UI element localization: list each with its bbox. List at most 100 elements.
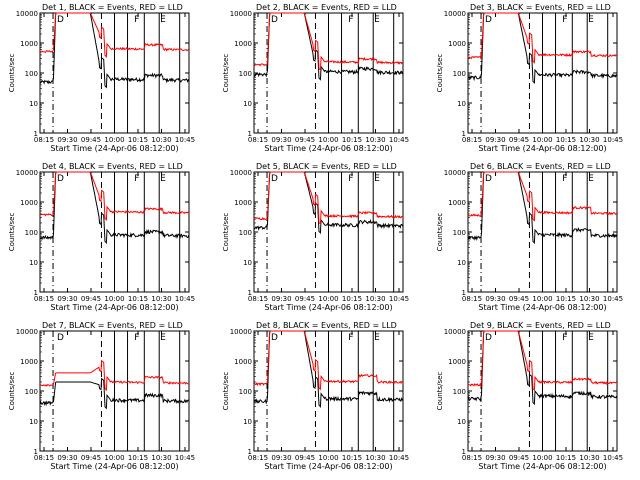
marker-label: F [562, 333, 567, 343]
x-tick-label: 10:00 [104, 136, 124, 144]
y-axis-label: Counts/sec [222, 54, 230, 93]
marker-label: D [271, 333, 278, 343]
x-tick-label: 10:00 [318, 454, 338, 462]
marker-label: F [348, 333, 353, 343]
marker-label: F [134, 174, 139, 184]
y-tick-label: 1000 [20, 358, 38, 366]
panel-det-6: Det 6, BLACK = Events, RED = LLD 1 10 100 10… [436, 162, 623, 312]
y-tick-label: 10 [243, 259, 252, 267]
panel-det-2: Det 2, BLACK = Events, RED = LLD 1 10 100 10… [222, 3, 409, 153]
x-tick-label: 10:45 [389, 295, 409, 303]
marker-label: D [57, 333, 64, 343]
y-axis-label: Counts/sec [8, 54, 16, 93]
x-tick-label: 10:15 [128, 136, 148, 144]
y-tick-label: 10 [243, 418, 252, 426]
x-tick-label: 10:00 [104, 295, 124, 303]
x-tick-label: 09:30 [271, 454, 291, 462]
x-axis-label: Start Time (24-Apr-06 08:12:00) [478, 462, 606, 471]
y-tick-label: 10000 [16, 10, 38, 18]
x-tick-label: 08:15 [462, 454, 482, 462]
x-tick-label: 10:30 [365, 295, 385, 303]
x-tick-label: 08:15 [34, 454, 54, 462]
x-tick-label: 09:30 [271, 136, 291, 144]
marker-label: E [160, 15, 166, 25]
marker-label: F [562, 15, 567, 25]
y-tick-label: 1 [34, 448, 38, 456]
y-tick-label: 1 [34, 289, 38, 297]
x-tick-label: 09:45 [295, 295, 315, 303]
marker-label: F [134, 333, 139, 343]
marker-label: D [485, 15, 492, 25]
panel-title: Det 6, BLACK = Events, RED = LLD [470, 162, 611, 171]
y-axis-label: Counts/sec [8, 372, 16, 411]
y-tick-label: 100 [239, 229, 252, 237]
panel-det-9: Det 9, BLACK = Events, RED = LLD 1 10 100 10… [436, 321, 623, 471]
x-tick-label: 10:45 [175, 136, 195, 144]
x-tick-label: 09:45 [81, 454, 101, 462]
marker-label: D [57, 174, 64, 184]
y-tick-label: 100 [25, 388, 38, 396]
marker-label: D [57, 15, 64, 25]
x-tick-label: 09:45 [509, 295, 529, 303]
panel-title: Det 8, BLACK = Events, RED = LLD [256, 321, 397, 330]
y-tick-label: 10000 [16, 328, 38, 336]
series-lld [253, 330, 404, 391]
panel-det-7: Det 7, BLACK = Events, RED = LLD 1 10 100 10… [8, 321, 195, 471]
panel-title: Det 9, BLACK = Events, RED = LLD [470, 321, 611, 330]
x-tick-label: 10:00 [532, 454, 552, 462]
x-tick-label: 09:30 [485, 136, 505, 144]
series-lld [467, 12, 618, 64]
series-lld [467, 171, 618, 222]
y-axis-label: Counts/sec [436, 213, 444, 252]
x-tick-label: 08:15 [248, 295, 268, 303]
panel-det-3: Det 3, BLACK = Events, RED = LLD 1 10 100 10… [436, 3, 623, 153]
x-tick-label: 08:15 [248, 454, 268, 462]
marker-label: E [588, 174, 594, 184]
marker-label: E [374, 333, 380, 343]
x-tick-label: 10:45 [603, 295, 623, 303]
x-tick-label: 08:15 [34, 136, 54, 144]
series-lld [40, 359, 190, 392]
y-tick-label: 100 [453, 229, 466, 237]
y-tick-label: 10 [29, 418, 38, 426]
marker-label: E [160, 174, 166, 184]
y-tick-label: 1 [248, 448, 252, 456]
y-tick-label: 100 [25, 70, 38, 78]
x-tick-label: 09:45 [295, 136, 315, 144]
x-tick-label: 10:15 [342, 454, 362, 462]
x-axis-label: Start Time (24-Apr-06 08:12:00) [264, 303, 392, 312]
marker-label: D [485, 333, 492, 343]
panel-title: Det 7, BLACK = Events, RED = LLD [42, 321, 183, 330]
y-tick-label: 10000 [444, 328, 466, 336]
marker-label: D [485, 174, 492, 184]
x-tick-label: 08:15 [248, 136, 268, 144]
y-tick-label: 1000 [448, 358, 466, 366]
y-tick-label: 1 [248, 130, 252, 138]
y-tick-label: 10 [29, 259, 38, 267]
x-tick-label: 10:00 [532, 295, 552, 303]
y-axis-label: Counts/sec [436, 54, 444, 93]
panel-title: Det 4, BLACK = Events, RED = LLD [42, 162, 183, 171]
y-tick-label: 100 [453, 70, 466, 78]
x-tick-label: 10:15 [128, 454, 148, 462]
x-tick-label: 10:45 [175, 295, 195, 303]
y-tick-label: 1 [34, 130, 38, 138]
y-tick-label: 100 [239, 388, 252, 396]
y-tick-label: 10000 [230, 169, 252, 177]
y-axis-label: Counts/sec [8, 213, 16, 252]
y-tick-label: 1 [462, 289, 466, 297]
y-tick-label: 100 [239, 70, 252, 78]
x-tick-label: 10:00 [318, 295, 338, 303]
x-tick-label: 10:00 [104, 454, 124, 462]
x-tick-label: 10:45 [389, 136, 409, 144]
series-events [39, 377, 190, 410]
x-tick-label: 09:30 [485, 454, 505, 462]
y-tick-label: 1000 [20, 199, 38, 207]
x-tick-label: 10:30 [151, 295, 171, 303]
x-tick-label: 09:45 [295, 454, 315, 462]
y-tick-label: 10000 [230, 328, 252, 336]
panel-title: Det 5, BLACK = Events, RED = LLD [256, 162, 397, 171]
x-tick-label: 09:30 [57, 454, 77, 462]
x-tick-label: 10:15 [128, 295, 148, 303]
panel-det-1: Det 1, BLACK = Events, RED = LLD 1 10 100 10… [8, 3, 195, 153]
